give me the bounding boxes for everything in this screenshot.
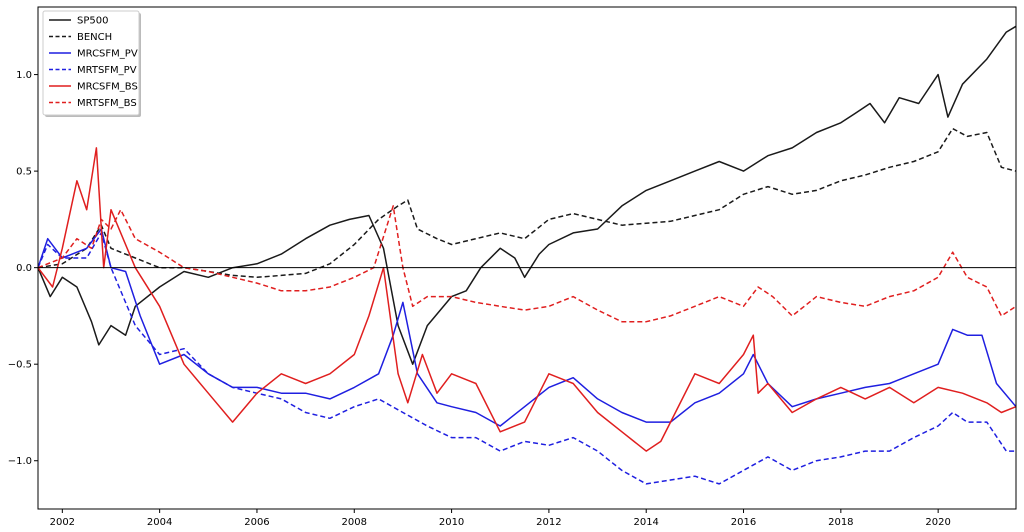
plot-area bbox=[38, 7, 1016, 509]
series-line-mrtsfm_bs bbox=[37, 205, 1017, 323]
legend-label-mrtsfm_pv: MRTSFM_PV bbox=[77, 65, 137, 76]
x-axis: 2002 2004 2006 2008 2010 2012 2014 2016 2018 2020 bbox=[50, 509, 951, 528]
y-tick-label: 0.5 bbox=[16, 167, 32, 178]
legend-box bbox=[42, 10, 140, 116]
x-tick-label: 2004 bbox=[147, 517, 172, 528]
y-tick-label: 0.0 bbox=[16, 263, 32, 274]
series-line-mrcsfm_pv bbox=[37, 228, 1017, 427]
x-tick-label: 2014 bbox=[633, 517, 658, 528]
y-tick-label: −0.5 bbox=[8, 360, 32, 371]
legend-label-sp500: SP500 bbox=[77, 16, 108, 27]
y-tick-label: −1.0 bbox=[8, 456, 32, 467]
series-line-mrtsfm_pv bbox=[37, 232, 1016, 485]
legend-label-mrcsfm_bs: MRCSFM_BS bbox=[77, 82, 138, 93]
x-tick-label: 2018 bbox=[828, 517, 853, 528]
x-tick-label: 2002 bbox=[50, 517, 75, 528]
series-line-sp500 bbox=[37, 25, 1017, 365]
y-tick-label: 1.0 bbox=[16, 70, 32, 81]
y-axis: −1.0 −0.5 0.0 0.5 1.0 bbox=[8, 70, 38, 467]
plot-frame bbox=[37, 6, 1017, 510]
x-tick-label: 2016 bbox=[731, 517, 756, 528]
series-layer bbox=[37, 25, 1017, 485]
legend: SP500 BENCH MRCSFM_PV MRTSFM_PV MRCSFM_BS MRT… bbox=[42, 10, 141, 117]
x-tick-label: 2012 bbox=[536, 517, 561, 528]
legend-label-mrtsfm_bs: MRTSFM_BS bbox=[77, 98, 137, 109]
x-tick-label: 2020 bbox=[925, 517, 950, 528]
series-line-mrcsfm_bs bbox=[37, 147, 1017, 452]
legend-label-mrcsfm_pv: MRCSFM_PV bbox=[77, 49, 138, 60]
legend-label-bench: BENCH bbox=[77, 32, 112, 43]
x-tick-label: 2008 bbox=[342, 517, 367, 528]
x-tick-label: 2010 bbox=[439, 517, 464, 528]
x-tick-label: 2006 bbox=[244, 517, 269, 528]
